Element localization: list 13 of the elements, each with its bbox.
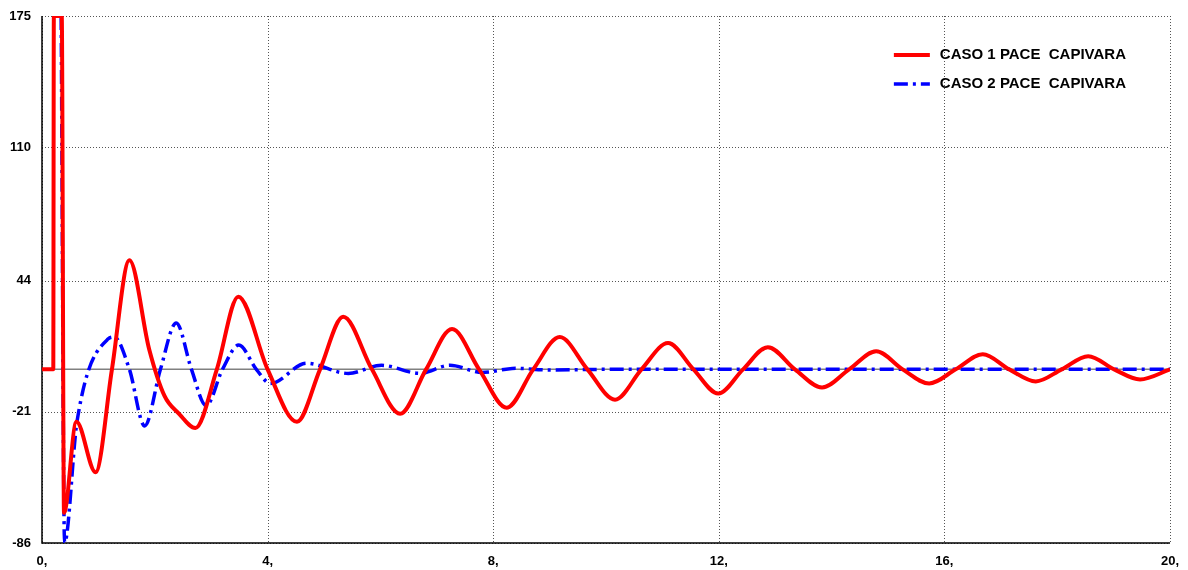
x-tick-label: 8, [487,553,499,569]
y-tick-label: -86 [12,534,31,550]
legend-label: CASO 1 PACE CAPIVARA [939,45,1127,63]
x-tick-label: 12, [709,553,728,569]
x-tick-label: 20, [1160,553,1180,569]
x-tick-label: 0, [36,553,48,569]
y-tick-label: 110 [10,138,31,154]
y-tick-label: 175 [9,7,31,23]
y-tick-label: -21 [12,403,31,419]
y-tick-label: 44 [16,272,32,288]
x-tick-label: 16, [935,553,954,569]
legend-label: CASO 2 PACE CAPIVARA [939,74,1127,92]
x-tick-label: 4, [262,553,274,569]
